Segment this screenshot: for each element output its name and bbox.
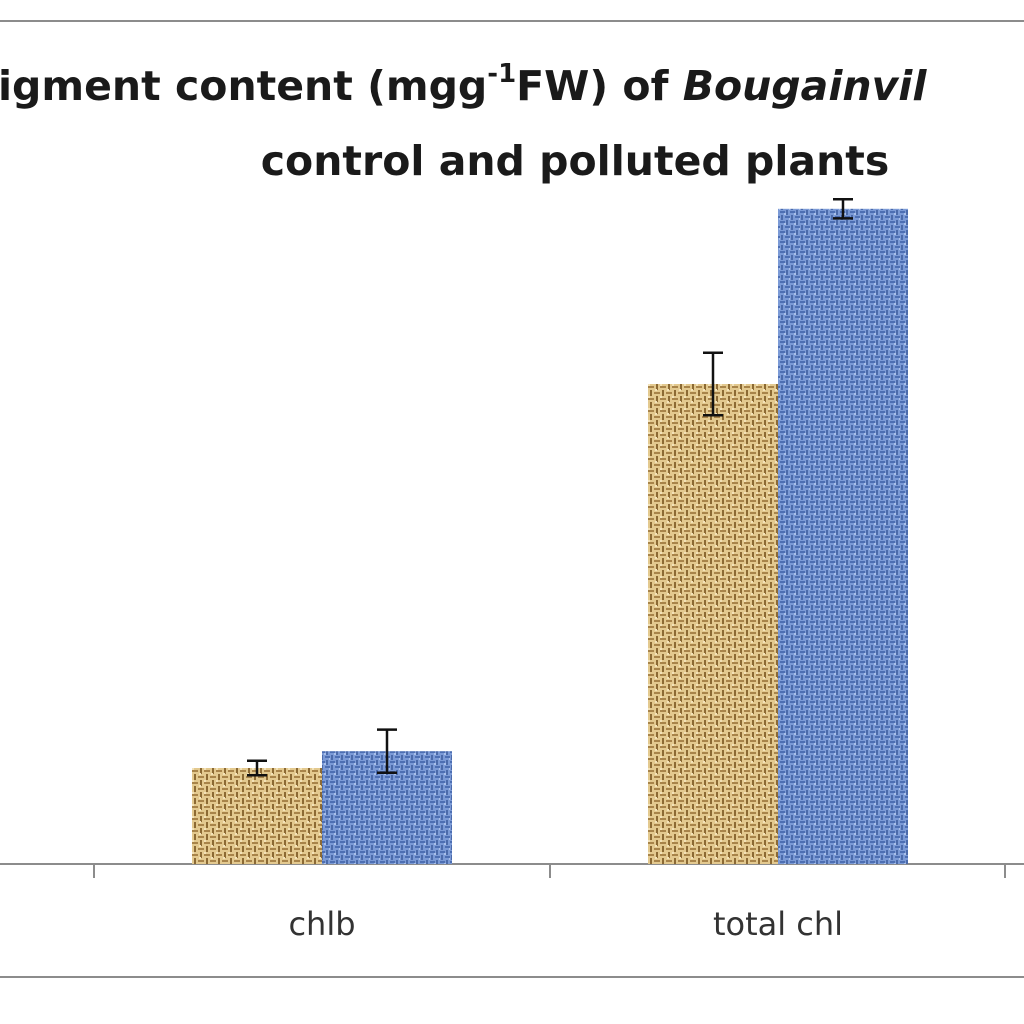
- title-part-mid: FW) of: [516, 62, 683, 110]
- title-part-italic: Bougainvil: [683, 62, 928, 110]
- title-part-pre: igment content (mgg: [0, 62, 487, 110]
- bar-total-chl-series-2: [778, 208, 908, 865]
- x-tick-label-total-chl: total chl: [713, 905, 843, 943]
- chart-title-line1: igment content (mgg-1FW) of Bougainvil: [0, 59, 927, 110]
- bar-total-chl-series-1: [648, 384, 778, 864]
- x-tick-label-chlb: chlb: [288, 905, 355, 943]
- error-bar-total-chl-series-2: [833, 197, 853, 220]
- chart-title-line2: control and polluted plants: [261, 137, 890, 185]
- error-bar-total-chl-series-1: [703, 351, 723, 417]
- title-part-sup: -1: [487, 59, 516, 89]
- bar-chlb-series-1: [192, 768, 322, 864]
- error-bar-chlb-series-2: [377, 728, 397, 775]
- error-bar-chlb-series-1: [247, 759, 267, 777]
- bars-group: [192, 197, 908, 865]
